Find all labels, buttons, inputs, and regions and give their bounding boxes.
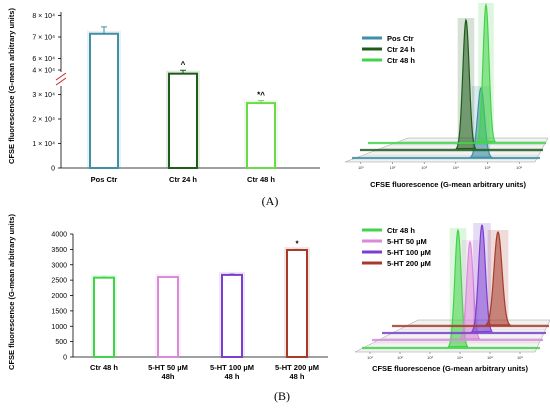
category-label: Pos Ctr [91, 175, 118, 184]
x-tick-label: 10¹ [367, 355, 373, 360]
x-tick-label: 10² [390, 165, 396, 170]
y-tick-label-a: 3 × 10⁴ [32, 92, 55, 99]
histogram-overlay-a: 10¹ 10² 10³ 10⁴ 10⁵ 10⁶ Pos Ctr Ctr 24 h Ctr 48 … [344, 2, 549, 170]
y-tick-label-b: 0 [63, 355, 67, 362]
x-tick-label: 10⁴ [457, 355, 463, 360]
x-tick-label: 10¹ [358, 165, 364, 170]
histogram-peak [476, 2, 496, 143]
y-tick-label-b: 4000 [51, 232, 67, 239]
x-tick-label: 10⁵ [487, 355, 493, 360]
category-label: 48h [162, 372, 175, 381]
y-tick-label-b: 2500 [51, 278, 67, 285]
panel-label-b: (B) [274, 389, 290, 403]
y-tick-label-a: 2 × 10⁴ [32, 117, 55, 124]
category-label: 5-HT 50 µM [148, 363, 188, 372]
bar [221, 273, 243, 358]
x-tick-label: 10⁶ [517, 355, 523, 360]
y-axis-label-b: CFSE fluorescence (G-mean arbitrary unit… [7, 214, 16, 370]
category-label: 5-HT 200 µM [275, 363, 319, 372]
bar-chart-a: CFSE fluorescence (G-mean arbitrary unit… [7, 8, 320, 184]
bar [286, 248, 308, 359]
bar [157, 276, 179, 358]
x-axis-label-histogram-b: CFSE fluorescence (G-mean arbitrary unit… [372, 364, 528, 373]
legend-label: 5-HT 200 µM [387, 259, 431, 268]
significance-mark: * [295, 239, 299, 248]
y-tick-label-a: 1 × 10⁴ [32, 141, 55, 148]
legend-label: Ctr 48 h [387, 226, 415, 235]
significance-mark: *^ [257, 91, 265, 100]
y-tick-label-a: 7 × 10⁴ [32, 35, 55, 42]
category-label: 5-HT 100 µM [210, 363, 254, 372]
x-axis-label-histogram-a: CFSE fluorescence (G-mean arbitrary unit… [370, 180, 526, 189]
significance-mark: ^ [181, 60, 186, 69]
x-tick-label: 10² [397, 355, 403, 360]
bar [89, 32, 119, 170]
bar [93, 276, 115, 359]
panel-label-a: (A) [262, 194, 279, 208]
bar-chart-b: CFSE fluorescence (G-mean arbitrary unit… [7, 214, 328, 381]
y-tick-label-a: 0 [51, 166, 55, 173]
y-tick-label-b: 500 [55, 339, 67, 346]
y-tick-label-b: 3000 [51, 262, 67, 269]
axis-break-mark-1 [55, 72, 67, 81]
legend-label: 5-HT 50 µM [387, 237, 427, 246]
category-label: Ctr 48 h [90, 363, 118, 372]
histogram-peak [484, 230, 512, 326]
legend-label: Pos Ctr [387, 34, 414, 43]
x-tick-label: 10⁵ [484, 165, 490, 170]
bar [168, 72, 198, 169]
category-label: Ctr 24 h [169, 175, 197, 184]
y-tick-label-a: 4 × 10⁴ [32, 68, 55, 75]
axis-break-mark-2 [55, 77, 67, 86]
category-label: 48 h [289, 372, 304, 381]
y-tick-label-b: 2000 [51, 293, 67, 300]
y-tick-label-a: 6 × 10⁴ [32, 56, 55, 63]
y-tick-label-b: 1500 [51, 308, 67, 315]
histogram-overlay-b: 10¹ 10² 10³ 10⁴ 10⁵ 10⁶ Ctr 48 h 5-HT 50 µM 5-HT… [354, 223, 550, 360]
y-tick-label-b: 1000 [51, 324, 67, 331]
x-tick-label: 10³ [427, 355, 433, 360]
x-tick-label: 10³ [421, 165, 427, 170]
category-label: Ctr 48 h [247, 175, 275, 184]
legend-label: Ctr 48 h [387, 56, 415, 65]
histogram-peak [455, 18, 477, 150]
x-tick-label: 10⁴ [453, 165, 459, 170]
y-axis-label-a: CFSE fluorescence (G-mean arbitrary unit… [7, 8, 16, 164]
y-tick-label-b: 3500 [51, 247, 67, 254]
x-tick-label: 10⁶ [516, 165, 522, 170]
y-tick-label-a: 8 × 10⁴ [32, 13, 55, 20]
bar [246, 102, 276, 169]
category-label: 48 h [224, 372, 239, 381]
legend-label: Ctr 24 h [387, 45, 415, 54]
legend-label: 5-HT 100 µM [387, 248, 431, 257]
